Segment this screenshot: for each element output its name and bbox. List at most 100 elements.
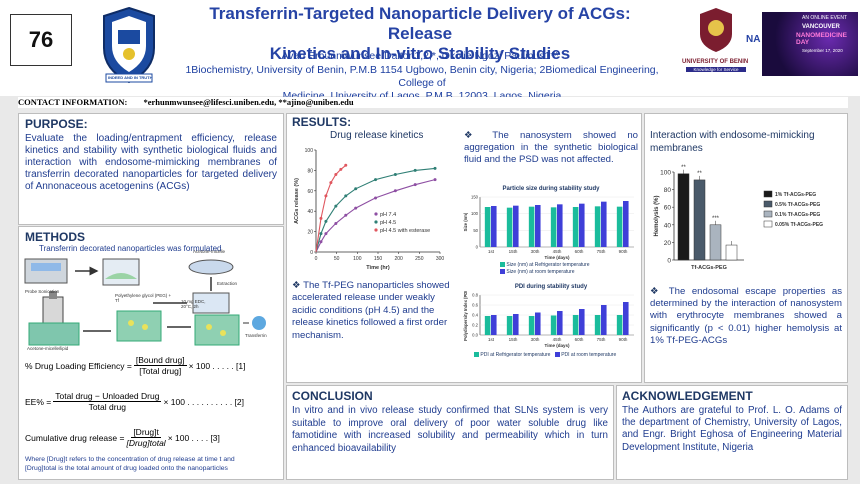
y-tick-label: 0 [310,250,313,256]
release-text: The Tf-PEG nanoparticles showed accelera… [292,280,450,341]
equation-2: EE% = Total drug − Unloaded Drug Total d… [25,391,281,412]
bar [616,206,623,247]
x-axis-label: Time (days) [545,343,570,348]
y-tick-label: 0.0 [472,333,478,338]
y-axis-label: Polydispersity Index (PDI) [463,291,468,341]
significance-marker: *** [712,216,720,222]
bullet-arrow-icon: ❖ [292,280,304,291]
bar [535,205,541,247]
legend-label: pH 4.5 with esterase [380,228,430,234]
eq1-right: × 100 . . . . . [1] [188,360,246,371]
x-tick-label: 75th [597,337,606,342]
significance-marker: ** [681,165,686,171]
y-tick-label: 100 [471,211,479,216]
y-tick-label: 20 [307,230,313,236]
title-line-1: Transferrin-Targeted Nanoparticle Delive… [209,4,631,43]
significance-marker: ** [697,171,702,177]
conference-date: September 17, 2020 [802,48,843,53]
hemolysis-bar [725,244,738,261]
diagram-label-transferrin: Transferrin [245,333,267,338]
eq2-denominator: Total drug [88,402,126,412]
diagram-label-sonication: Probe Sonication [25,289,60,294]
stability-text: The nanosystem showed no aggregation in … [464,130,639,165]
legend-swatch [763,210,773,218]
series-line-2 [315,164,347,253]
y-tick-label: 0.2 [472,323,478,328]
data-point [374,178,378,182]
bar [557,311,563,335]
x-tick-label: 30th [531,249,540,254]
legend-swatch [500,269,505,275]
eq1-numerator: [Bound drug] [133,355,187,366]
methods-subtitle: Transferrin decorated nanoparticles was … [39,244,222,253]
hemolysis-bar [709,224,722,261]
pdi-chart-title: PDI during stability study [514,284,588,290]
y-tick-label: 80 [307,168,313,174]
data-point [413,168,417,172]
bullet-arrow-icon: ❖ [464,130,493,141]
diagram-label-lipid: Acetone-micelle/lipid [27,346,69,351]
equation-3: Cumulative drug release = [Drug]t [Drug]… [25,427,281,448]
x-axis-label: Tf-ACGs-PEG [691,265,727,271]
data-point [319,216,323,220]
data-point [334,172,338,176]
diagram-label-peg: Polyethylene glycol (PEG) + Tf [115,293,172,303]
particle-size-chart: 0 50 100 150 1st 15th 30th 45th 60th 75th 90th Time… [462,193,638,261]
results-section [286,113,642,383]
pdi-chart: 0.0 0.2 0.4 0.6 0.8 1st 15th 30th 45th 60th 75th 90… [462,289,638,349]
eq2-numerator: Total drug − Unloaded Drug [53,391,162,402]
diagram-label-micelle: Acetone-micelle [193,249,226,254]
logo-motto: INDEED AND IN TRUTH [108,75,153,80]
y-axis-label: Size (nm) [463,212,468,231]
bar [506,207,513,247]
poster-number-box: 76 [10,14,72,66]
y-tick-label: 0 [667,258,671,265]
x-tick-label: 60th [575,249,584,254]
bar [506,316,513,335]
legend-swatch [763,220,773,228]
x-tick-label: 250 [415,256,424,262]
bullet-arrow-icon: ❖ [650,286,669,297]
pdi-legend-2: PDI at room temperature [561,352,617,358]
x-tick-label: 300 [436,256,445,262]
contact-label: CONTACT INFORMATION: [18,97,128,107]
legend-label: 1% Tf-ACGs-PEG [775,192,816,198]
x-tick-label: 100 [353,256,362,262]
x-tick-label: 150 [374,256,383,262]
eq2-right: × 100 . . . . . . . . . . [2] [163,396,244,407]
conference-line-1: AN ONLINE EVENT [802,15,848,21]
uniben-text: UNIVERSITY OF BENIN [682,59,749,65]
contact-bar: CONTACT INFORMATION: *erhunmwunsee@lifes… [18,97,848,108]
data-point [413,183,417,187]
legend-label: 0.1% Tf-ACGs-PEG [775,212,820,218]
note-line-2: [Drug]total is the total amount of drug … [25,465,228,472]
data-point [319,240,323,244]
acknowledgement-section: ACKNOWLEDGEMENT The Authors are grateful… [616,385,848,480]
conclusion-heading: CONCLUSION [292,389,373,403]
authors: Avan Erhunmwunsee Dalton1,2,*, Okolie Ng… [281,50,559,62]
data-point [344,163,348,167]
x-axis-label: Time (days) [545,255,570,260]
x-tick-label: 90th [619,337,628,342]
eq3-right: × 100 . . . . [3] [167,432,220,443]
release-text-block: ❖ The Tf-PEG nanoparticles showed accele… [292,280,460,342]
size-legend-1: Size (nm) at Refrigerator temperature [506,262,590,268]
legend-swatch [763,200,773,208]
bar [623,302,629,335]
release-chart-title: Drug release kinetics [330,130,424,141]
affiliation-line-1: 1Biochemistry, University of Benin, P.M.… [185,64,659,89]
poster-number: 76 [28,27,54,52]
y-axis-label: ACGs release (%) [294,178,300,224]
eq1-left: % Drug Loading Efficiency = [25,360,132,371]
y-tick-label: 60 [307,189,313,195]
data-point [393,189,397,193]
data-point [324,232,328,236]
legend-marker [374,228,378,232]
x-tick-label: 1st [488,337,495,342]
y-tick-label: 100 [660,170,671,177]
data-point [433,166,437,170]
size-chart-title: Particle size during stability study [502,186,600,192]
x-tick-label: 200 [394,256,403,262]
university-of-lagos-logo: INDEED AND IN TRUTH [96,4,162,88]
x-tick-label: 60th [575,337,584,342]
